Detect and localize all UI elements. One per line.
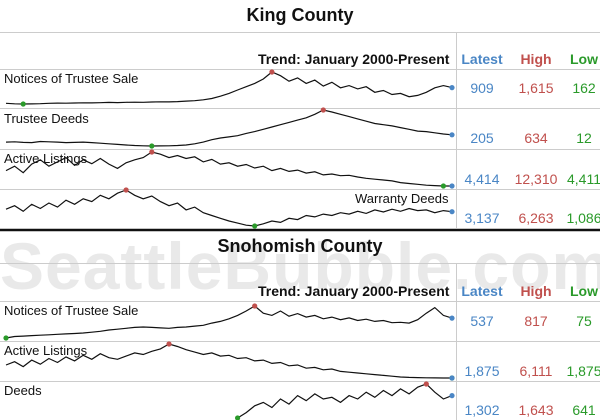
table-gridlines <box>0 32 600 420</box>
low-marker-king-warranty-deeds <box>252 223 258 229</box>
sparkline-king-trustee-deeds <box>5 109 453 147</box>
latest-marker-king-trustee-sale <box>449 85 455 91</box>
low-king-trustee-sale: 162 <box>572 80 596 96</box>
high-king-trustee-deeds: 634 <box>524 130 548 146</box>
latest-marker-king-warranty-deeds <box>449 209 455 215</box>
high-marker-king-active-listings <box>149 149 155 155</box>
header-low-snohomish: Low <box>570 283 598 299</box>
row-label-king-trustee-deeds: Trustee Deeds <box>4 111 89 126</box>
high-king-active-listings: 12,310 <box>514 171 558 187</box>
latest-marker-king-active-listings <box>449 183 455 189</box>
high-snohomish-deeds: 1,643 <box>518 402 554 418</box>
row-label-king-trustee-sale: Notices of Trustee Sale <box>4 71 139 86</box>
low-marker-king-active-listings <box>440 183 446 189</box>
sparkline-snohomish-active-listings <box>5 343 452 379</box>
trend-label-snohomish: Trend: January 2000-Present <box>258 283 450 299</box>
header-latest-king: Latest <box>461 51 503 67</box>
low-king-active-listings: 4,411 <box>567 171 600 187</box>
low-snohomish-active-listings: 1,875 <box>566 363 600 379</box>
high-king-trustee-sale: 1,615 <box>518 80 554 96</box>
trend-label-king: Trend: January 2000-Present <box>258 51 450 67</box>
row-label-king-warranty-deeds: Warranty Deeds <box>355 191 449 206</box>
low-marker-snohomish-trustee-sale <box>3 335 9 341</box>
panel-title-king: King County <box>246 5 354 25</box>
latest-marker-king-trustee-deeds <box>449 132 455 138</box>
high-marker-snohomish-active-listings <box>166 341 172 347</box>
sparkline-king-warranty-deeds <box>5 189 453 227</box>
sparkline-king-active-listings <box>5 151 452 187</box>
header-low-king: Low <box>570 51 598 67</box>
high-snohomish-active-listings: 6,111 <box>519 363 553 379</box>
latest-marker-snohomish-deeds <box>449 393 455 399</box>
low-snohomish-trustee-sale: 75 <box>576 313 592 329</box>
latest-snohomish-active-listings: 1,875 <box>464 363 500 379</box>
sparkline-snohomish-deeds <box>237 383 453 419</box>
high-marker-king-warranty-deeds <box>123 187 129 193</box>
panel-title-snohomish: Snohomish County <box>217 236 383 256</box>
row-label-king-active-listings: Active Listings <box>4 151 88 166</box>
latest-king-warranty-deeds: 3,137 <box>464 210 500 226</box>
low-snohomish-deeds: 641 <box>572 402 596 418</box>
low-marker-snohomish-deeds <box>235 415 241 420</box>
high-king-warranty-deeds: 6,263 <box>518 210 554 226</box>
low-king-warranty-deeds: 1,086 <box>566 210 600 226</box>
row-label-snohomish-trustee-sale: Notices of Trustee Sale <box>4 303 139 318</box>
latest-king-active-listings: 4,414 <box>464 171 500 187</box>
high-marker-snohomish-trustee-sale <box>252 303 258 309</box>
row-label-snohomish-active-listings: Active Listings <box>4 343 88 358</box>
header-high-king: High <box>520 51 552 67</box>
row-label-snohomish-deeds: Deeds <box>4 383 42 398</box>
latest-marker-snohomish-trustee-sale <box>449 315 455 321</box>
sparkline-king-trustee-sale <box>5 71 453 105</box>
high-marker-king-trustee-deeds <box>320 107 326 113</box>
latest-marker-snohomish-active-listings <box>449 375 455 381</box>
low-marker-king-trustee-sale <box>20 101 26 107</box>
latest-king-trustee-sale: 909 <box>470 80 494 96</box>
high-marker-king-trustee-sale <box>269 69 275 75</box>
header-latest-snohomish: Latest <box>461 283 503 299</box>
latest-snohomish-trustee-sale: 537 <box>470 313 494 329</box>
header-high-snohomish: High <box>520 283 552 299</box>
sparkline-snohomish-trustee-sale <box>5 305 453 339</box>
high-marker-snohomish-deeds <box>423 381 429 387</box>
low-marker-king-trustee-deeds <box>149 143 155 149</box>
low-king-trustee-deeds: 12 <box>576 130 592 146</box>
latest-king-trustee-deeds: 205 <box>470 130 494 146</box>
latest-snohomish-deeds: 1,302 <box>464 402 500 418</box>
high-snohomish-trustee-sale: 817 <box>524 313 548 329</box>
